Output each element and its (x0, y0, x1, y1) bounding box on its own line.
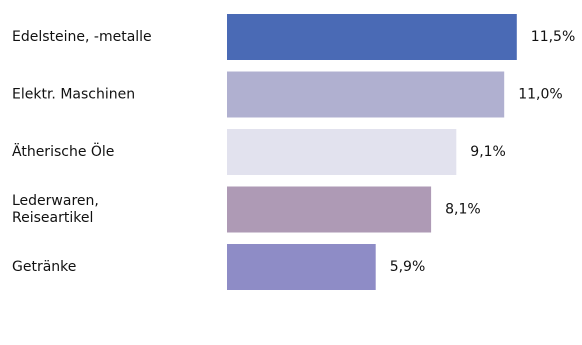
labels-layer: Edelsteine, -metalle 11,5% Elektr. Maschin… (12, 29, 575, 275)
category-label-2: Ätherische Öle (12, 142, 114, 160)
category-label-0-line-0: Edelsteine, -metalle (12, 29, 152, 45)
category-label-4-line-0: Getränke (12, 259, 76, 275)
value-label-4: 5,9% (390, 259, 426, 275)
category-label-3-line-0: Lederwaren, (12, 193, 99, 209)
value-label-1: 11,0% (518, 87, 562, 103)
bars-layer (227, 14, 517, 290)
bar-4 (227, 244, 376, 290)
category-label-3: Lederwaren, Reiseartikel (12, 193, 99, 226)
bar-2 (227, 129, 457, 175)
bar-3 (227, 186, 432, 233)
bar-0 (227, 14, 517, 60)
category-label-3-line-1: Reiseartikel (12, 210, 93, 226)
category-label-2-line-0: Ätherische Öle (12, 142, 114, 160)
category-label-1-line-0: Elektr. Maschinen (12, 87, 135, 103)
value-label-3: 8,1% (445, 202, 481, 218)
value-label-2: 9,1% (470, 144, 506, 160)
value-label-0: 11,5% (531, 29, 575, 45)
category-label-1: Elektr. Maschinen (12, 87, 135, 103)
category-label-0: Edelsteine, -metalle (12, 29, 152, 45)
category-label-4: Getränke (12, 259, 76, 275)
bar-1 (227, 71, 505, 118)
